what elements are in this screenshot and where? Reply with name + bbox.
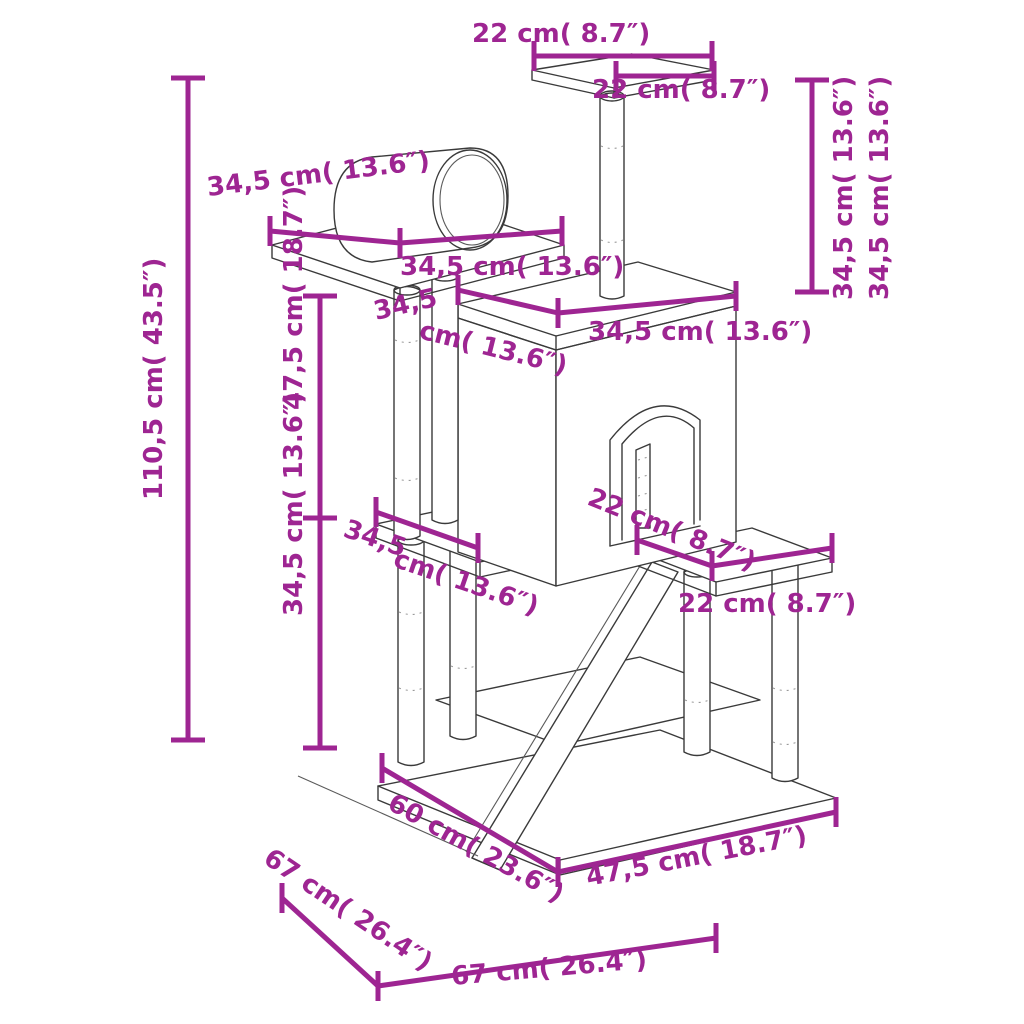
lower-mid-board bbox=[435, 656, 761, 746]
dim-tunnel-shelf-d bbox=[397, 216, 565, 258]
tunnel bbox=[333, 147, 509, 263]
dim-condo-roof-d bbox=[555, 281, 739, 328]
floor-width-label: 67 cm( 26.4″) bbox=[450, 945, 648, 992]
dim-top-platform-depth bbox=[613, 61, 717, 91]
product-drawing bbox=[271, 53, 837, 876]
dim-right-shelf-d bbox=[709, 533, 835, 581]
dim-lower-height bbox=[303, 515, 337, 751]
top-platform-width-label: 22 cm( 8.7″) bbox=[472, 19, 650, 49]
upper-right-height-label: 34,5 cm( 13.6″) bbox=[865, 76, 895, 300]
top-post bbox=[599, 90, 625, 300]
dim-left-shelf-w bbox=[373, 497, 481, 563]
top-platform-depth-label: 22 cm( 8.7″) bbox=[592, 75, 770, 105]
dim-total-height bbox=[171, 75, 205, 743]
sisal-posts-upper bbox=[393, 270, 459, 541]
lower-section-height-label: 34,5 cm( 13.6″) bbox=[279, 392, 309, 616]
ramp bbox=[297, 555, 679, 871]
total-height-label: 110,5 cm( 43.5″) bbox=[139, 258, 169, 500]
dim-base-right-w bbox=[555, 797, 839, 887]
top-post-height-label: 34,5 cm( 13.6″) bbox=[829, 76, 859, 300]
dim-top-post-height bbox=[795, 77, 829, 295]
right-shelf-depth-label: 22 cm( 8.7″) bbox=[678, 589, 856, 619]
tunnel-shelf-depth-label: 34,5 cm( 13.6″) bbox=[400, 252, 624, 282]
dim-floor-width bbox=[375, 923, 719, 1001]
upper-section-height-label: 47,5 cm( 18.7″) bbox=[279, 186, 309, 410]
dimension-lines-group bbox=[171, 41, 839, 1001]
condo-roof-depth-label: 34,5 cm( 13.6″) bbox=[588, 317, 812, 347]
